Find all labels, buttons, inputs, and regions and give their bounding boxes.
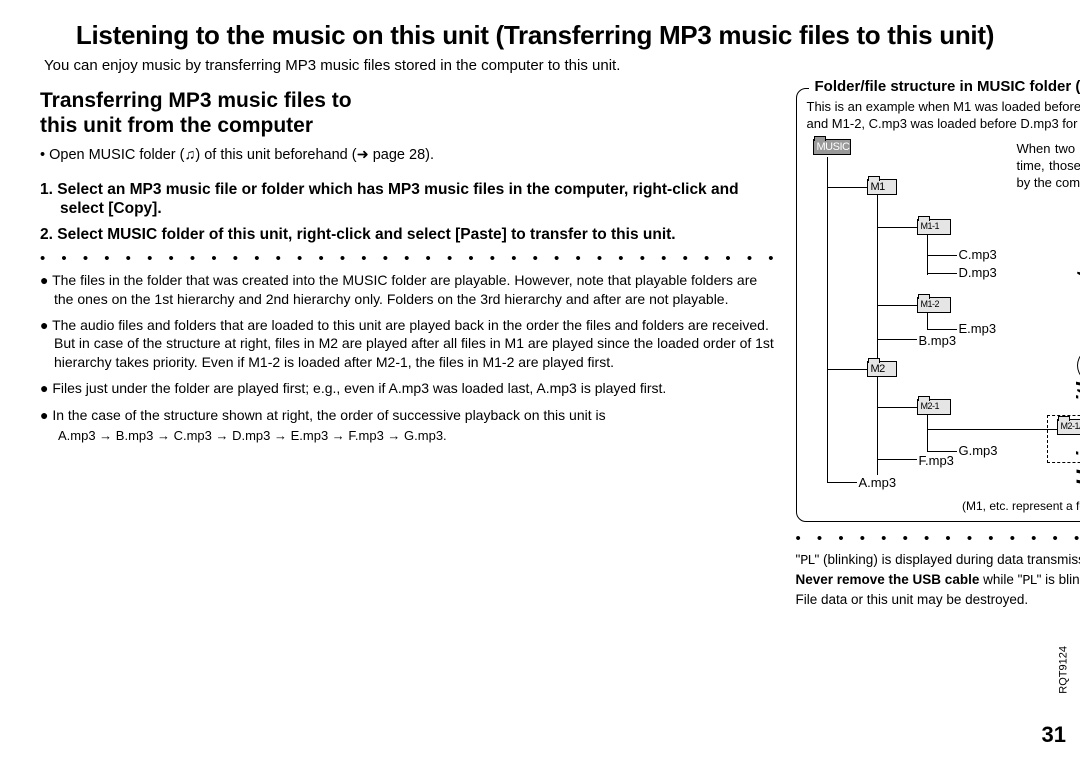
subtitle-line1: Transferring MP3 music files to bbox=[40, 89, 352, 112]
separator-dots: • • • • • • • • • • • • • • • • • • • • … bbox=[40, 250, 780, 267]
file-g: G.mp3 bbox=[959, 443, 998, 458]
left-column: Transferring MP3 music files to this uni… bbox=[40, 88, 780, 609]
pc-glyph-1: PL bbox=[800, 554, 814, 569]
right-column: Folder/file structure in MUSIC folder (e… bbox=[796, 88, 1080, 609]
file-a: A.mp3 bbox=[859, 475, 897, 490]
file-f: F.mp3 bbox=[919, 453, 954, 468]
document-id: RQT9124 bbox=[1058, 646, 1070, 694]
is-blinking-text: " is blinking. bbox=[1037, 572, 1080, 587]
step-2: 2. Select MUSIC folder of this unit, rig… bbox=[40, 225, 780, 244]
folder-label-m2: M2 bbox=[871, 363, 885, 375]
pc-glyph-2: PL bbox=[1022, 574, 1036, 589]
folder-tree-diagram: When two or more files are loaded at a t… bbox=[807, 139, 1080, 499]
folder-label-music: MUSIC bbox=[817, 141, 850, 153]
page-title: Listening to the music on this unit (Tra… bbox=[40, 20, 1030, 51]
never-remove-text: Never remove the USB cable bbox=[796, 572, 980, 587]
folder-label-m12: M1-2 bbox=[921, 299, 940, 309]
open-folder-note: • Open MUSIC folder (♫) of this unit bef… bbox=[40, 146, 780, 166]
section-subtitle: Transferring MP3 music files to this uni… bbox=[40, 88, 780, 138]
file-c: C.mp3 bbox=[959, 247, 997, 262]
note-2: ● The audio files and folders that are l… bbox=[40, 316, 780, 371]
folder-label-m21: M2-1 bbox=[921, 401, 940, 411]
note-4: ● In the case of the structure shown at … bbox=[40, 406, 780, 424]
folder-label-m1: M1 bbox=[871, 181, 885, 193]
note-1: ● The files in the folder that was creat… bbox=[40, 271, 780, 308]
folder-m1-1: M1-1 bbox=[917, 219, 951, 235]
note-3: ● Files just under the folder are played… bbox=[40, 379, 780, 397]
blink-display-text: " (blinking) is displayed during data tr… bbox=[815, 552, 1080, 567]
playback-order: A.mp3 → B.mp3 → C.mp3 → D.mp3 → E.mp3 → … bbox=[40, 428, 780, 443]
folder-music: MUSIC bbox=[813, 139, 851, 155]
tree-footnote: (M1, etc. represent a folder and A.mp3, … bbox=[807, 499, 1080, 513]
load-order-note: When two or more files are loaded at a t… bbox=[1017, 141, 1080, 192]
folder-label-m11: M1-1 bbox=[921, 221, 940, 231]
subtitle-line2: this unit from the computer bbox=[40, 114, 313, 137]
file-e: E.mp3 bbox=[959, 321, 997, 336]
folder-m2: M2 bbox=[867, 361, 897, 377]
step-1: 1. Select an MP3 music file or folder wh… bbox=[40, 180, 780, 219]
while-text: while " bbox=[979, 572, 1022, 587]
destroy-warning: File data or this unit may be destroyed. bbox=[796, 592, 1029, 607]
folder-m2-1: M2-1 bbox=[917, 399, 951, 415]
separator-dots-right: • • • • • • • • • • • • • • • • • • • • … bbox=[796, 530, 1080, 547]
file-d: D.mp3 bbox=[959, 265, 997, 280]
folder-m1-2: M1-2 bbox=[917, 297, 951, 313]
transfer-warning: "PL" (blinking) is displayed during data… bbox=[796, 551, 1080, 610]
page-number: 31 bbox=[1042, 722, 1066, 748]
section-tab-label: Using with a computer bbox=[1072, 250, 1080, 486]
intro-text: You can enjoy music by transferring MP3 … bbox=[40, 57, 1030, 74]
box-title: Folder/file structure in MUSIC folder (e… bbox=[809, 78, 1080, 95]
box-intro: This is an example when M1 was loaded be… bbox=[807, 99, 1080, 133]
folder-structure-box: Folder/file structure in MUSIC folder (e… bbox=[796, 88, 1080, 522]
folder-m1: M1 bbox=[867, 179, 897, 195]
file-b: B.mp3 bbox=[919, 333, 957, 348]
